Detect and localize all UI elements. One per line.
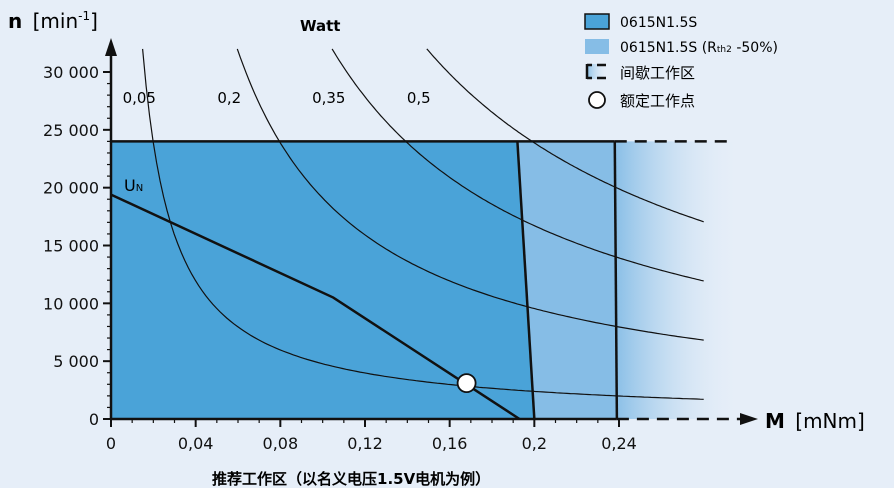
x-tick-label: 0,08 [263, 434, 299, 453]
legend: 0615N1.5S 0615N1.5S (Rth2 -50%) 间歇工作区 额定… [585, 14, 778, 110]
power-curve-label-3: 0,35 [312, 89, 345, 107]
power-curve-label-1: 0,05 [123, 89, 156, 107]
x-tick-label: 0,24 [601, 434, 637, 453]
y-tick-label: 5 000 [53, 352, 99, 371]
y-tick-label: 30 000 [43, 63, 99, 82]
legend-rated-point-label: 额定工作点 [620, 92, 695, 110]
legend-continuous-label: 0615N1.5S [620, 15, 697, 31]
caption: 推荐工作区（以名义电压1.5V电机为例） [212, 470, 490, 488]
x-axis-title: M [mNm] [765, 409, 865, 433]
power-curve-label-4: 0,5 [407, 89, 431, 107]
y-axis-title: n [min-1] [8, 9, 98, 33]
legend-rated-point-symbol [589, 92, 605, 108]
legend-rth-swatch [585, 39, 609, 54]
y-tick-label: 0 [89, 410, 99, 429]
y-tick-label: 10 000 [43, 294, 99, 313]
x-tick-label: 0,16 [432, 434, 468, 453]
legend-intermittent-swatch [586, 64, 608, 79]
x-tick-label: 0 [106, 434, 116, 453]
legend-continuous-swatch [585, 14, 609, 29]
y-axis-arrowhead [105, 38, 117, 56]
legend-intermittent-label: 间歇工作区 [620, 64, 695, 82]
y-tick-label: 20 000 [43, 179, 99, 198]
x-tick-label: 0,04 [178, 434, 214, 453]
y-tick-label: 15 000 [43, 237, 99, 256]
legend-rth-label: 0615N1.5S (Rth2 -50%) [620, 40, 778, 56]
x-tick-label: 0,12 [347, 434, 383, 453]
x-axis-arrowhead [740, 413, 758, 425]
x-tick-label: 0,2 [522, 434, 547, 453]
rated-operating-point [458, 374, 476, 392]
power-curve-label-2: 0,2 [217, 89, 241, 107]
y-tick-label: 25 000 [43, 121, 99, 140]
watt-title: Watt [300, 17, 340, 35]
intermittent-fade-area [613, 141, 743, 419]
